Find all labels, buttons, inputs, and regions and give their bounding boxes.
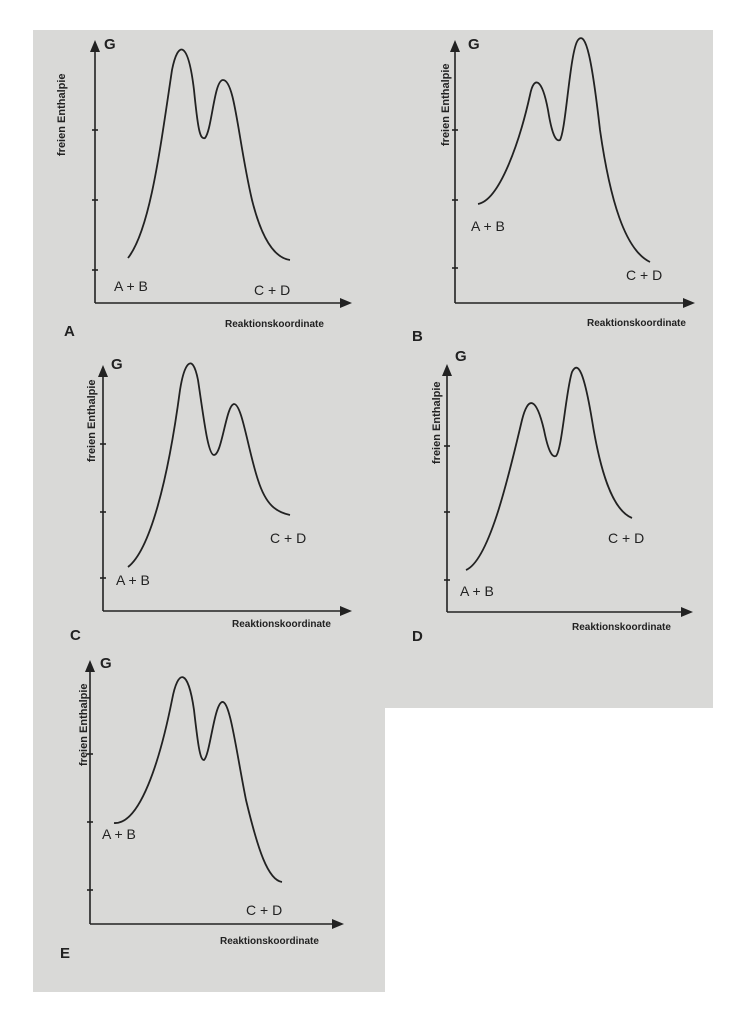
panel-letter: E: [60, 945, 71, 962]
x-axis-arrowhead: [332, 919, 344, 929]
x-axis-arrowhead: [683, 298, 695, 308]
products-label: C + D: [254, 282, 291, 298]
reactants-label: A + B: [116, 572, 150, 588]
axis-x-title: Reaktionskoordinate: [587, 318, 686, 329]
reactants-label: A + B: [102, 826, 136, 842]
y-axis-arrowhead: [450, 40, 460, 52]
x-axis-arrowhead: [681, 607, 693, 617]
reactants-label: A + B: [460, 583, 494, 599]
axis-y-symbol: G: [455, 348, 467, 365]
panel-letter: A: [64, 323, 75, 340]
axis-y-title: freien Enthalpie: [78, 683, 90, 766]
axis-x-title: Reaktionskoordinate: [572, 622, 671, 633]
y-axis-arrowhead: [85, 660, 95, 672]
axis-x-title: Reaktionskoordinate: [220, 936, 319, 947]
axis-x-title: Reaktionskoordinate: [232, 619, 331, 630]
products-label: C + D: [626, 267, 663, 283]
axis-y-symbol: G: [111, 356, 123, 373]
energy-curve: [477, 37, 651, 263]
axis-y-symbol: G: [100, 655, 112, 672]
panel-letter: B: [412, 328, 423, 345]
paper-sheet-top: [33, 30, 713, 708]
reactants-label: A + B: [114, 278, 148, 294]
products-label: C + D: [270, 530, 307, 546]
y-axis-arrowhead: [98, 365, 108, 377]
reactants-label: A + B: [471, 218, 505, 234]
x-axis-arrowhead: [340, 606, 352, 616]
axis-x-title: Reaktionskoordinate: [225, 319, 324, 330]
axis-y-symbol: G: [104, 36, 116, 53]
panel-letter: D: [412, 628, 423, 645]
energy-curve: [127, 362, 291, 568]
energy-curve: [113, 676, 283, 883]
y-axis-arrowhead: [442, 364, 452, 376]
products-label: C + D: [608, 530, 645, 546]
y-axis-arrowhead: [90, 40, 100, 52]
products-label: C + D: [246, 902, 283, 918]
panel-letter: C: [70, 627, 81, 644]
axis-y-symbol: G: [468, 36, 480, 53]
energy-curve: [465, 366, 633, 571]
energy-curve: [127, 48, 291, 261]
x-axis-arrowhead: [340, 298, 352, 308]
